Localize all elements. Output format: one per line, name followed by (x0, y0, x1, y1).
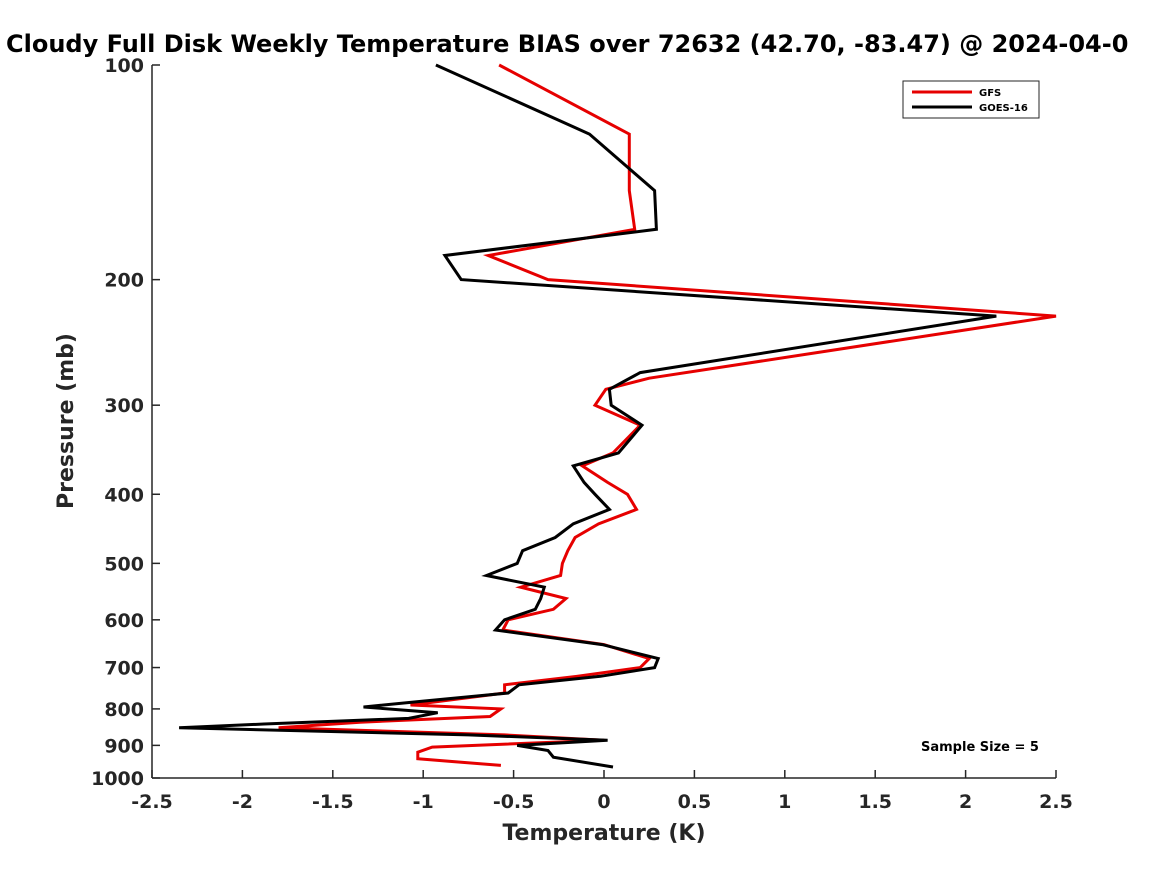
x-tick-label: -2.5 (131, 791, 173, 813)
series-line-gfs (278, 63, 1057, 767)
plot-area (151, 65, 1056, 779)
series-lines (179, 63, 1057, 769)
chart-title: Cloudy Full Disk Weekly Temperature BIAS… (6, 30, 1128, 58)
x-tick-label: 1 (778, 791, 791, 813)
x-tick-label: -0.5 (493, 791, 535, 813)
legend-label-goes-16: GOES-16 (979, 103, 1028, 114)
y-tick-label: 700 (104, 658, 144, 680)
y-tick-label: 800 (104, 699, 144, 721)
x-tick-label: 1.5 (858, 791, 892, 813)
y-tick-label: 300 (104, 395, 144, 417)
y-tick-label: 900 (104, 735, 144, 757)
x-tick-label: 2.5 (1039, 791, 1073, 813)
x-tick-label: -1.5 (312, 791, 354, 813)
x-tick-label: -2 (232, 791, 253, 813)
legend-box (902, 80, 1040, 119)
y-tick-label: 100 (104, 55, 144, 77)
y-axis-label: Pressure (mb) (54, 333, 79, 509)
x-tick-label: -1 (413, 791, 434, 813)
x-tick-label: 0.5 (678, 791, 712, 813)
y-ticks: 100 200 300 400 500 600 700 800 900 1000 (91, 55, 160, 790)
y-tick-label: 200 (104, 270, 144, 292)
y-tick-label: 1000 (91, 768, 144, 790)
y-tick-label: 400 (104, 484, 144, 506)
x-tick-label: 0 (597, 791, 610, 813)
x-axis-label: Temperature (K) (502, 821, 705, 846)
series-line-goes-16 (179, 63, 997, 769)
y-tick-label: 500 (104, 553, 144, 575)
legend-label-gfs: GFS (979, 88, 1001, 99)
legend: GFS GOES-16 (902, 80, 1040, 119)
x-tick-label: 2 (959, 791, 972, 813)
y-tick-label: 600 (104, 610, 144, 632)
x-ticks: -2.5 -2 -1.5 -1 -0.5 0 0.5 1 1.5 2 2.5 (131, 770, 1073, 813)
sample-size-annotation: Sample Size = 5 (921, 740, 1039, 755)
